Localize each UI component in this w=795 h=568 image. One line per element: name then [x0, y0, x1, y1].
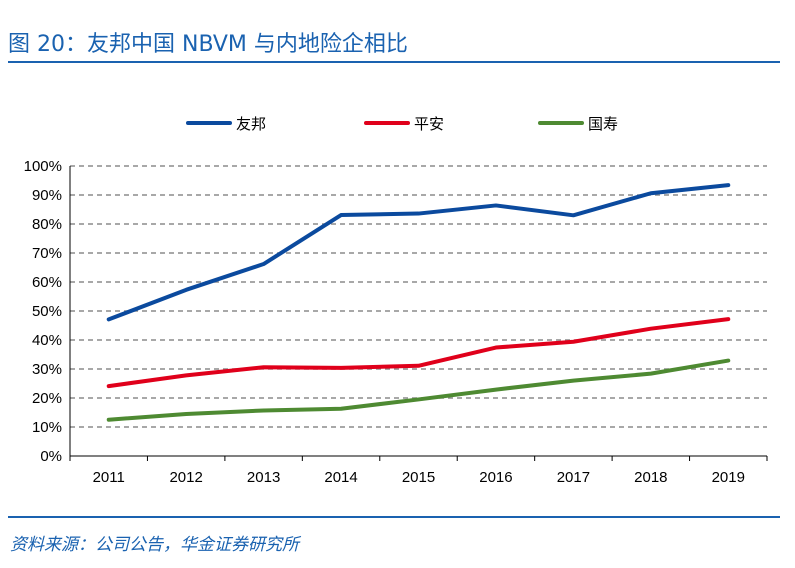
y-tick-label: 70% — [32, 245, 62, 262]
legend-label: 国寿 — [588, 116, 618, 133]
y-tick-label: 10% — [32, 419, 62, 436]
x-tick-label: 2018 — [634, 469, 667, 486]
x-tick-label: 2011 — [93, 469, 125, 486]
x-tick-label: 2014 — [324, 469, 357, 486]
x-tick-label: 2012 — [169, 469, 202, 486]
legend-label: 平安 — [414, 116, 444, 133]
source-note: 资料来源：公司公告，华金证券研究所 — [10, 535, 299, 555]
y-tick-label: 90% — [32, 187, 62, 204]
y-tick-label: 0% — [40, 448, 62, 465]
y-tick-label: 60% — [32, 274, 62, 291]
y-tick-label: 20% — [32, 390, 62, 407]
x-tick-label: 2019 — [712, 469, 745, 486]
x-tick-label: 2015 — [402, 469, 435, 486]
y-tick-label: 40% — [32, 332, 62, 349]
series-line-国寿 — [106, 358, 731, 422]
x-tick-label: 2016 — [479, 469, 512, 486]
y-tick-label: 30% — [32, 361, 62, 378]
x-tick-label: 2017 — [557, 469, 590, 486]
y-tick-label: 80% — [32, 216, 62, 233]
y-tick-label: 50% — [32, 303, 62, 320]
y-tick-label: 100% — [24, 158, 62, 175]
series-line-友邦 — [106, 183, 731, 322]
bottom-divider — [8, 516, 780, 518]
top-divider — [8, 61, 780, 63]
figure-title: 图 20：友邦中国 NBVM 与内地险企相比 — [8, 32, 408, 57]
x-tick-label: 2013 — [247, 469, 280, 486]
legend-label: 友邦 — [236, 116, 266, 133]
